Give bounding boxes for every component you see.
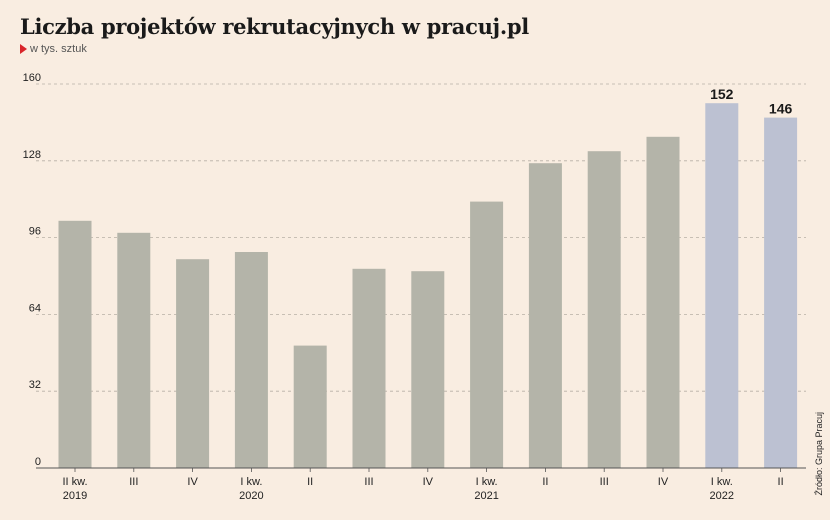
- data-label: 152: [710, 86, 734, 102]
- x-tick-label: I kw.: [240, 476, 262, 488]
- x-tick-label: II: [307, 476, 313, 488]
- chart-subtitle: w tys. sztuk: [20, 43, 87, 55]
- bar: [764, 117, 798, 468]
- x-tick-label: 2021: [474, 490, 498, 502]
- bar: [528, 163, 562, 468]
- x-tick-label: III: [364, 476, 373, 488]
- x-tick-label: III: [600, 476, 609, 488]
- y-tick-label: 96: [29, 226, 41, 238]
- y-tick-label: 160: [23, 72, 41, 84]
- x-tick-label: II: [778, 476, 784, 488]
- x-tick-label: III: [129, 476, 138, 488]
- y-tick-label: 128: [23, 149, 41, 161]
- bar: [176, 259, 210, 468]
- y-tick-label: 0: [35, 456, 41, 468]
- x-tick-label: II: [542, 476, 548, 488]
- bar: [587, 151, 621, 468]
- bar: [411, 271, 445, 468]
- source-note: Źródło: Grupa Pracuj: [814, 412, 824, 496]
- x-tick-label: IV: [658, 476, 669, 488]
- x-tick-label: 2022: [710, 490, 734, 502]
- x-tick-label: IV: [423, 476, 434, 488]
- y-tick-label: 32: [29, 379, 41, 391]
- bar: [293, 345, 327, 468]
- x-tick-label: I kw.: [476, 476, 498, 488]
- bar: [234, 252, 268, 468]
- x-tick-label: I kw.: [711, 476, 733, 488]
- triangle-marker-icon: [20, 44, 27, 54]
- bar: [646, 136, 680, 469]
- bar: [470, 201, 504, 468]
- bar: [352, 268, 386, 468]
- chart-title: Liczba projektów rekrutacyjnych w pracuj…: [20, 14, 529, 39]
- y-tick-label: 64: [29, 302, 41, 314]
- x-tick-label: II kw.: [62, 476, 87, 488]
- x-tick-label: IV: [187, 476, 198, 488]
- x-tick-label: 2019: [63, 490, 87, 502]
- x-tick-label: 2020: [239, 490, 263, 502]
- bar: [58, 220, 92, 468]
- bar: [705, 103, 739, 468]
- data-label: 146: [769, 101, 793, 117]
- bar: [117, 232, 151, 468]
- subtitle-text: w tys. sztuk: [30, 43, 87, 55]
